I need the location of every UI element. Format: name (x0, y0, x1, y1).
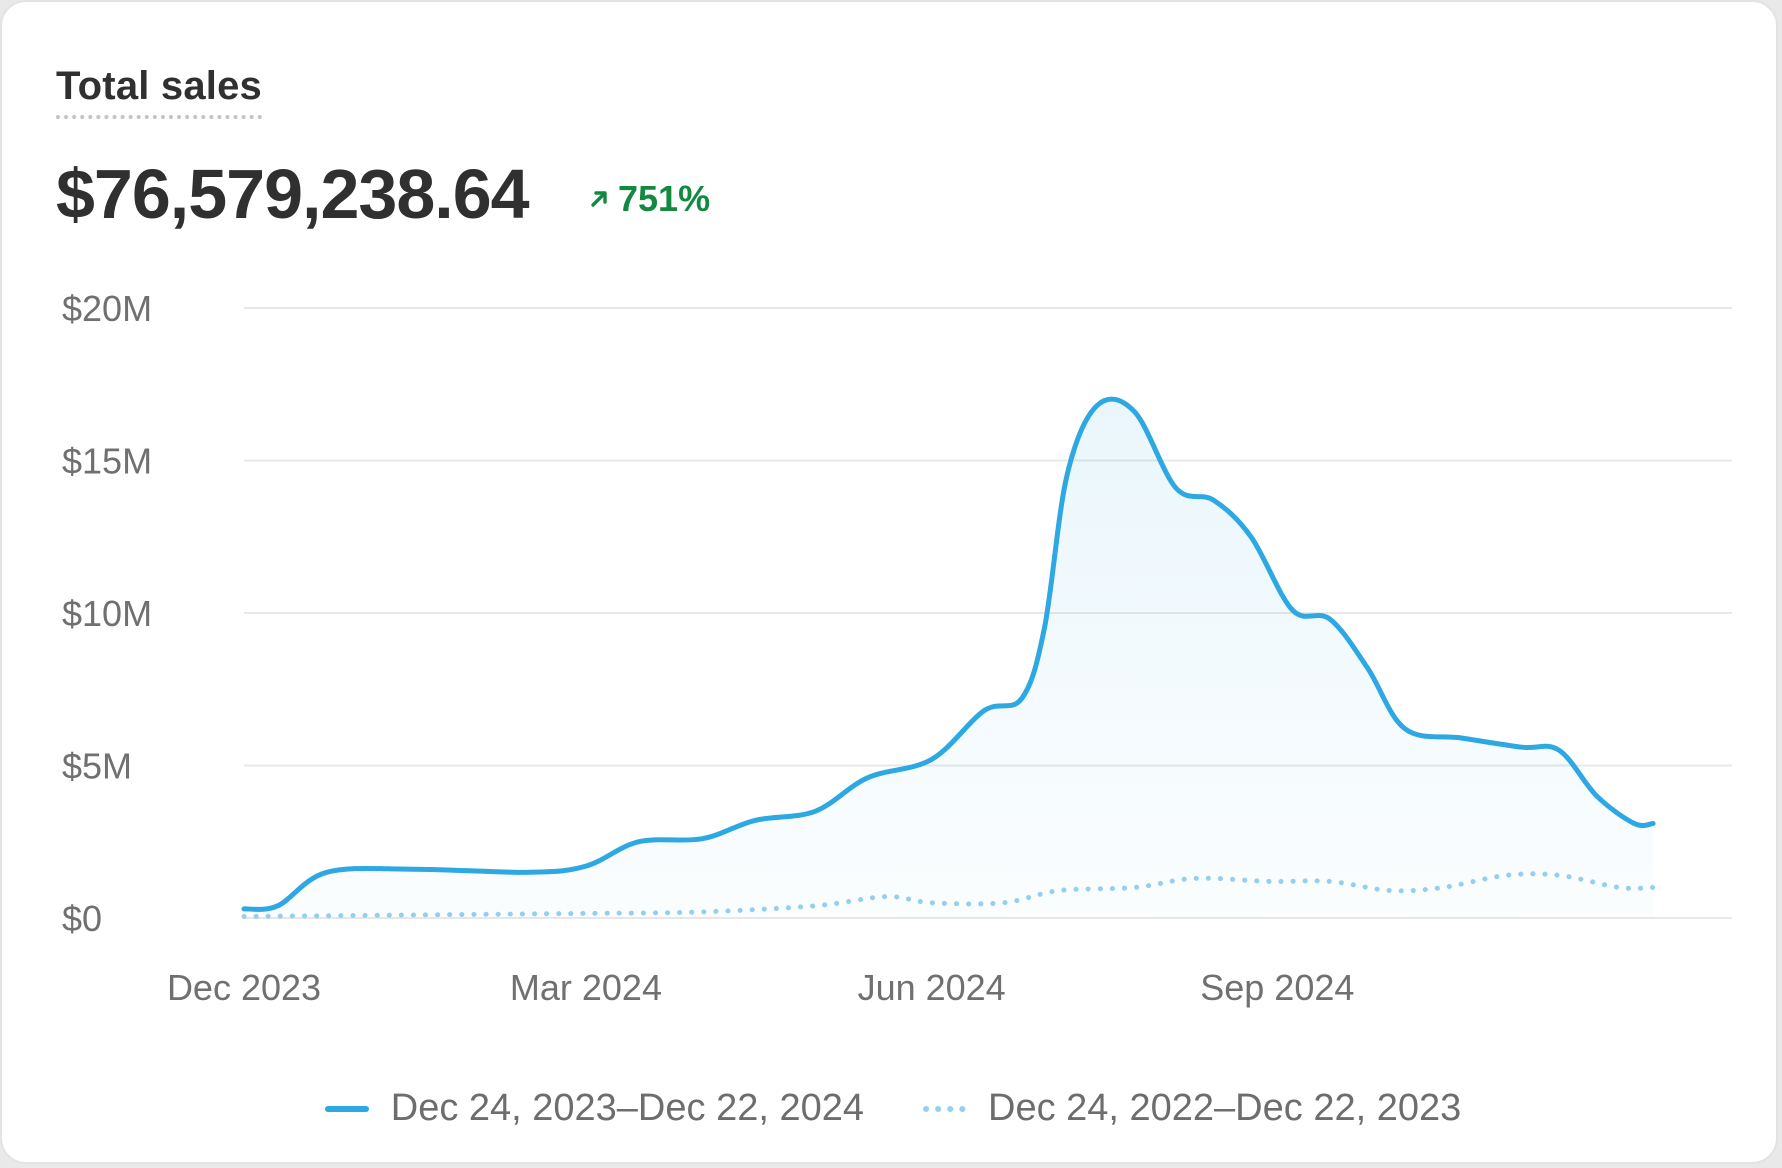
arrow-up-right-icon (591, 191, 607, 207)
y-tick-label: $10M (62, 593, 152, 634)
legend-label-previous: Dec 24, 2022–Dec 22, 2023 (988, 1087, 1462, 1129)
total-sales-chart: $0 $5M $10M $15M $20M Dec 2023 Mar 2024 Jun 20… (62, 288, 1732, 1008)
chart-legend: Dec 24, 2023–Dec 22, 2024 Dec 24, 2022–D… (2, 1087, 1776, 1130)
y-tick-label: $0 (62, 898, 102, 939)
total-sales-value: $76,579,238.64 (56, 155, 530, 233)
legend-swatch-solid (324, 1105, 369, 1112)
x-tick-label: Mar 2024 (510, 967, 662, 1008)
y-tick-label: $15M (62, 441, 152, 482)
legend-swatch-dotted (923, 1105, 966, 1112)
y-axis-labels: $0 $5M $10M $15M $20M (62, 288, 152, 939)
change-percent: 751% (618, 178, 711, 219)
legend-item-current[interactable]: Dec 24, 2023–Dec 22, 2024 (324, 1087, 864, 1130)
x-tick-label: Jun 2024 (858, 967, 1006, 1008)
series-line-current (241, 396, 1656, 912)
series-area-current (244, 399, 1654, 918)
change-badge: 751% (588, 178, 710, 220)
x-tick-label: Sep 2024 (1200, 967, 1354, 1008)
x-tick-label: Dec 2023 (167, 967, 321, 1008)
x-axis-labels: Dec 2023 Mar 2024 Jun 2024 Sep 2024 (167, 967, 1354, 1008)
legend-item-previous[interactable]: Dec 24, 2022–Dec 22, 2023 (922, 1087, 1461, 1130)
y-tick-label: $5M (62, 746, 132, 787)
legend-label-current: Dec 24, 2023–Dec 22, 2024 (390, 1087, 864, 1129)
series-layer (241, 396, 1656, 919)
card-title[interactable]: Total sales (56, 64, 262, 119)
y-tick-label: $20M (62, 288, 152, 329)
